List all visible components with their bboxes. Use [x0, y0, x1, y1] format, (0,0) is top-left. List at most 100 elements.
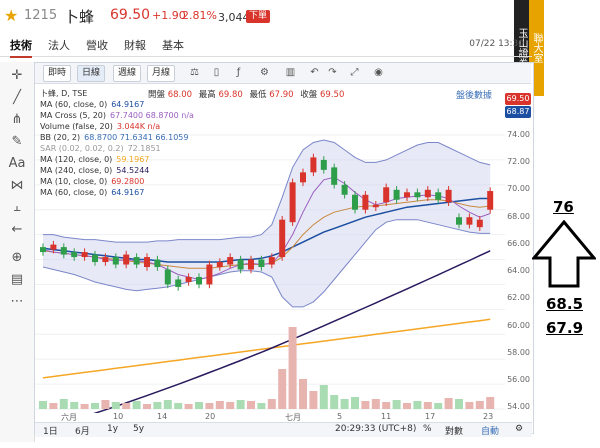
volume-bar: [340, 399, 349, 409]
high-value: 69.80: [218, 90, 243, 100]
crosshair-icon[interactable]: ✛: [11, 68, 23, 83]
legend-row[interactable]: MA (60, close, 0) 64.9167: [40, 99, 194, 110]
range-bar: 1日 6月 1y 5y 20:29:33 (UTC+8) % 對數 自動 ⚙: [35, 422, 532, 437]
indicator-icon[interactable]: ƒ: [236, 67, 241, 78]
y-axis[interactable]: 74.00 72.00 70.00 68.00 66.00 64.00 62.0…: [504, 83, 532, 419]
legend-row[interactable]: MA (60, close, 0) 64.9167: [40, 187, 194, 198]
legend-row[interactable]: MA (10, close, 0) 69.2800: [40, 176, 194, 187]
legend-value: 69.2800: [111, 177, 145, 186]
legend-row[interactable]: MA (120, close, 0) 59.1967: [40, 154, 194, 165]
tab-financials[interactable]: 財報: [124, 39, 146, 52]
annotation-bottom: 67.9: [546, 319, 584, 337]
annotation-target: 76: [553, 198, 574, 216]
tab-revenue[interactable]: 營收: [86, 39, 108, 52]
volume-bar: [132, 401, 141, 409]
back-arrow-icon[interactable]: ←: [11, 222, 23, 237]
volume-bar: [455, 399, 463, 409]
volume-bar: [434, 403, 443, 409]
more-icon[interactable]: ⋯: [10, 294, 24, 309]
settings-gear-icon[interactable]: ⚙: [260, 67, 269, 78]
brush-icon[interactable]: ✎: [11, 134, 23, 149]
interval-monthly-button[interactable]: 月線: [147, 65, 176, 82]
auto-toggle[interactable]: 自動: [481, 427, 500, 437]
favorite-star-icon[interactable]: ★: [4, 6, 19, 25]
percent-toggle[interactable]: %: [423, 424, 432, 434]
volume-bar: [205, 403, 214, 409]
after-hours-link[interactable]: 盤後數據: [456, 91, 493, 101]
zoom-icon[interactable]: ⊕: [11, 250, 23, 265]
y-tick: 74.00: [507, 130, 530, 139]
volume-bar: [278, 369, 287, 409]
order-badge[interactable]: 下單: [246, 10, 270, 23]
tab-technical[interactable]: 技術: [10, 37, 32, 58]
range-1d-button[interactable]: 1日: [43, 427, 58, 437]
legend-value: 68.8700 71.6341 66.1059: [84, 133, 189, 142]
camera-icon[interactable]: ◉: [374, 67, 383, 78]
x-tick: 23: [483, 412, 494, 421]
legend-row[interactable]: BB (20, 2) 68.8700 71.6341 66.1059: [40, 132, 194, 143]
fullscreen-icon[interactable]: ⤢: [350, 67, 359, 78]
candle-body: [50, 244, 57, 250]
range-5y-button[interactable]: 5y: [133, 424, 145, 434]
tab-basics[interactable]: 基本: [162, 39, 184, 52]
low-value: 67.90: [269, 90, 294, 100]
candle-body: [71, 252, 78, 258]
candle-body: [216, 262, 223, 268]
candle-body: [237, 259, 244, 270]
candle-body: [362, 194, 369, 210]
tab-institutional[interactable]: 法人: [48, 39, 70, 52]
volume-bar: [143, 404, 151, 409]
legend-row[interactable]: SAR (0.02, 0.02, 0.2) 72.1851: [40, 143, 194, 154]
redo-icon[interactable]: ↷: [328, 67, 337, 78]
interval-realtime-button[interactable]: 即時: [43, 65, 72, 82]
ruler-icon[interactable]: ▤: [10, 272, 24, 287]
x-axis[interactable]: 六月 10 14 20 七月 5 11 17 23: [35, 412, 505, 422]
open-label: 開盤: [148, 90, 166, 100]
volume-bar: [91, 403, 99, 409]
candle-body: [466, 217, 473, 225]
bollinger-lower-line: [42, 219, 491, 308]
layout-icon[interactable]: ▥: [285, 67, 296, 78]
y-tick: 58.00: [507, 348, 530, 357]
volume-bar: [80, 404, 89, 409]
candle-body: [123, 254, 130, 265]
x-tick: 10: [113, 412, 124, 421]
volume-bar: [39, 401, 47, 409]
interval-daily-button[interactable]: 日線: [77, 65, 106, 82]
candle-body: [445, 189, 452, 203]
volume-bar: [299, 379, 307, 409]
last-price-box: 69.50: [505, 93, 531, 105]
legend-row[interactable]: MA (240, close, 0) 54.5244: [40, 165, 194, 176]
candle-body: [372, 204, 379, 208]
candle-body: [414, 192, 421, 198]
legend-label: Volume (false, 20): [40, 122, 113, 131]
volume-bar: [184, 404, 193, 409]
text-icon[interactable]: Aa: [8, 156, 26, 171]
candle-body: [40, 247, 46, 253]
measure-icon[interactable]: ⫠: [13, 200, 21, 215]
candle-body: [206, 264, 213, 285]
legend-row[interactable]: Volume (false, 20) 3.044K n/a: [40, 121, 194, 132]
range-6m-button[interactable]: 6月: [75, 427, 90, 437]
log-toggle[interactable]: 對數: [445, 427, 464, 437]
range-1y-button[interactable]: 1y: [107, 424, 119, 434]
candle-body: [435, 192, 442, 200]
volume-bar: [330, 395, 339, 409]
legend-row[interactable]: MA Cross (5, 20) 67.7400 68.8700 n/a: [40, 110, 194, 121]
datetime: 07/22 13:30: [469, 39, 524, 49]
price-chart[interactable]: [35, 83, 505, 413]
fib-icon[interactable]: ⋔: [11, 112, 23, 127]
volume-bar: [59, 399, 68, 409]
candle-body: [320, 159, 327, 170]
interval-weekly-button[interactable]: 週線: [113, 65, 142, 82]
undo-icon[interactable]: ↶: [310, 67, 319, 78]
pattern-icon[interactable]: ⋈: [10, 178, 24, 193]
volume-bar: [122, 403, 131, 409]
compare-icon[interactable]: ⚖: [190, 67, 199, 78]
volume-bar: [257, 403, 266, 409]
trendline-icon[interactable]: ╱: [13, 90, 21, 105]
candle-type-icon[interactable]: ▯: [213, 67, 220, 78]
legend-value: 64.9167: [111, 100, 145, 109]
volume-bar: [49, 403, 58, 409]
settings-gear-icon[interactable]: ⚙: [515, 424, 524, 434]
